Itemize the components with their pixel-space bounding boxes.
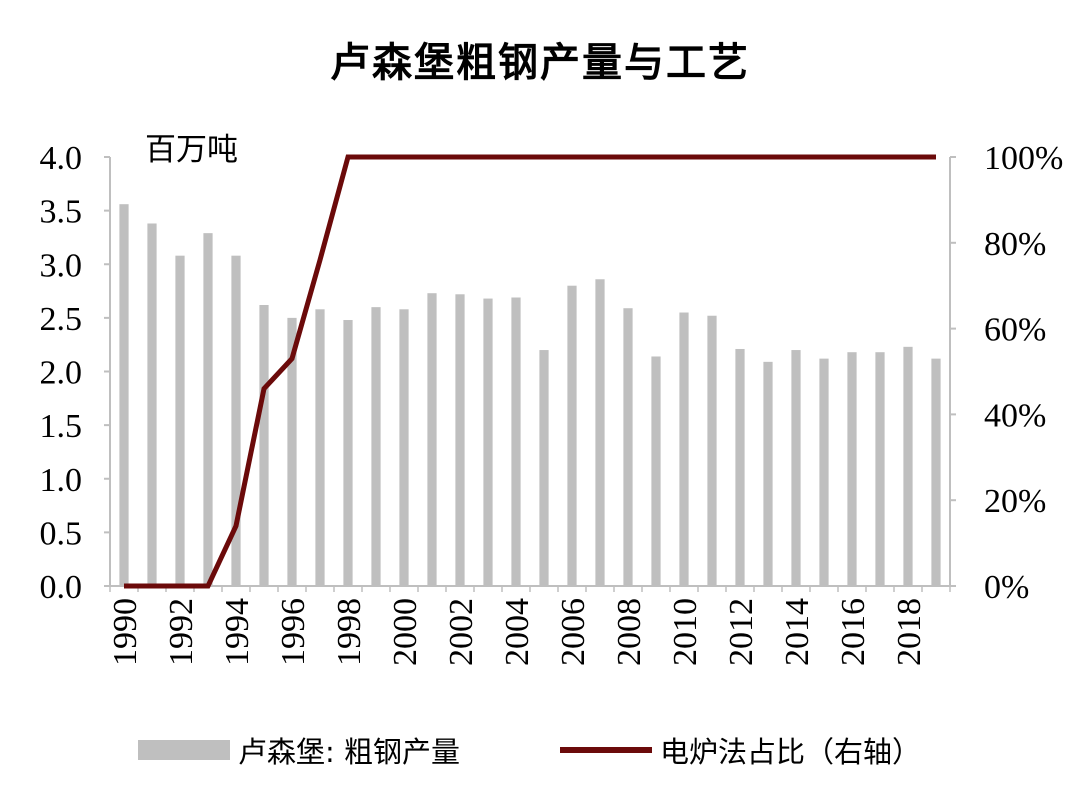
right-tick-label: 40% [984, 397, 1046, 434]
bar-1998 [343, 320, 353, 586]
right-tick-label: 60% [984, 312, 1046, 349]
bar-2012 [735, 348, 745, 586]
right-tick-label: 100% [984, 140, 1063, 177]
x-tick-label: 2018 [891, 598, 928, 666]
x-tick-label: 2004 [499, 598, 536, 666]
chart-title: 卢森堡粗钢产量与工艺 [330, 40, 750, 86]
bar-2001 [427, 293, 437, 586]
right-tick-label: 80% [984, 226, 1046, 263]
bar-1991 [147, 223, 157, 586]
bar-2007 [595, 279, 605, 586]
x-tick-label: 2016 [835, 598, 872, 666]
bar-1992 [175, 255, 185, 587]
x-tick-label: 2002 [443, 598, 480, 666]
bar-1993 [203, 233, 213, 586]
bar-2013 [763, 361, 773, 586]
left-tick-label: 3.0 [40, 247, 83, 284]
bar-2011 [707, 315, 717, 586]
bar-2003 [483, 298, 493, 586]
bar-1990 [119, 204, 129, 586]
bar-series [119, 204, 941, 587]
bar-2010 [679, 312, 689, 586]
x-tick-label: 2008 [611, 598, 648, 666]
legend-swatch-bar [138, 740, 230, 760]
line-series [124, 154, 936, 589]
left-tick-label: 1.0 [40, 462, 83, 499]
legend-swatch-line [560, 747, 652, 753]
left-tick-label: 2.5 [40, 301, 83, 338]
bar-1994 [231, 255, 241, 587]
bar-1996 [287, 317, 297, 586]
left-tick-label: 0.0 [40, 569, 83, 606]
x-tick-label: 2000 [387, 598, 424, 666]
right-tick-label: 20% [984, 483, 1046, 520]
x-tick-label: 1998 [331, 598, 368, 666]
x-tick-label: 1996 [275, 598, 312, 666]
bar-2002 [455, 294, 465, 586]
x-tick-label: 2014 [779, 598, 816, 666]
legend-label-bar: 卢森堡: 粗钢产量 [238, 735, 460, 769]
bar-2017 [875, 352, 885, 586]
left-tick-label: 1.5 [40, 408, 83, 445]
bar-2016 [847, 352, 857, 586]
bar-1995 [259, 305, 269, 586]
bar-2014 [791, 350, 801, 586]
x-tick-label: 1990 [107, 598, 144, 666]
left-tick-label: 4.0 [40, 140, 83, 177]
bar-2009 [651, 356, 661, 586]
x-tick-label: 2012 [723, 598, 760, 666]
tick-labels: 0.0 0.5 1.0 1.5 2.0 2.5 3.0 3.5 4.0 0% 20% 40% 60% 80… [40, 132, 1064, 666]
left-tick-label: 3.5 [40, 194, 83, 231]
right-tick-label: 0% [984, 569, 1029, 606]
bar-2004 [511, 297, 521, 586]
axes [104, 156, 956, 592]
x-tick-label: 1994 [219, 598, 256, 666]
x-tick-label: 1992 [163, 598, 200, 666]
bar-1999 [371, 307, 381, 586]
legend-label-line: 电炉法占比（右轴） [660, 735, 922, 769]
bar-2000 [399, 309, 409, 586]
legend-item-bar: 卢森堡: 粗钢产量 [138, 728, 460, 772]
bar-1997 [315, 309, 325, 586]
left-axis-unit: 百万吨 [145, 132, 238, 168]
x-tick-label: 2010 [667, 598, 704, 666]
bar-2018 [903, 346, 913, 586]
bar-2015 [819, 358, 829, 586]
bar-2005 [539, 350, 549, 586]
bar-2008 [623, 308, 633, 586]
left-tick-label: 2.0 [40, 355, 83, 392]
x-tick-label: 2006 [555, 598, 592, 666]
legend-item-line: 电炉法占比（右轴） [560, 728, 921, 772]
electric-furnace-share-line [124, 154, 936, 589]
left-tick-label: 0.5 [40, 515, 83, 552]
bar-2006 [567, 285, 577, 586]
bar-2019 [931, 358, 941, 586]
